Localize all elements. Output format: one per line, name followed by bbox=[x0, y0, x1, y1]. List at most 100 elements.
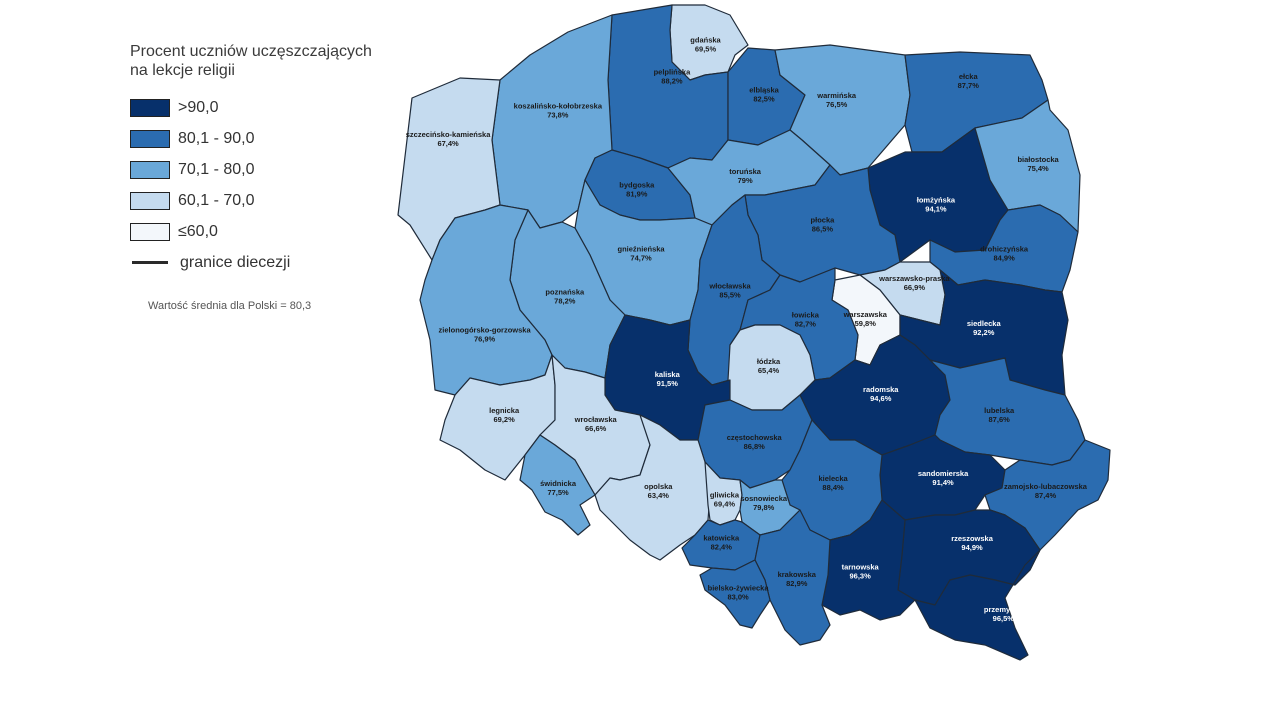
diocese-name-label: kielecka bbox=[818, 474, 848, 483]
legend-label: 80,1 - 90,0 bbox=[178, 129, 255, 147]
diocese-name-label: włocławska bbox=[708, 282, 751, 291]
diocese-value-label: 75,4% bbox=[1027, 164, 1049, 173]
legend-title-line1: Procent uczniów uczęszczających bbox=[130, 43, 372, 60]
diocese-value-label: 73,8% bbox=[547, 110, 569, 119]
diocese-name-label: szczecińsko-kamieńska bbox=[406, 130, 491, 139]
legend-swatch bbox=[130, 222, 170, 241]
diocese-value-label: 76,9% bbox=[474, 335, 496, 344]
legend-swatch bbox=[130, 191, 170, 210]
legend-label: granice diecezji bbox=[180, 253, 291, 271]
diocese-value-label: 82,7% bbox=[795, 319, 817, 328]
diocese-value-label: 74,7% bbox=[630, 253, 652, 262]
diocese-value-label: 59,8% bbox=[855, 319, 877, 328]
diocese-name-label: opolska bbox=[644, 482, 673, 491]
diocese-name-label: łomżyńska bbox=[917, 196, 956, 205]
diocese-region-białostocka bbox=[974, 99, 1081, 233]
diocese-value-label: 94,1% bbox=[925, 205, 947, 214]
diocese-name-label: legnicka bbox=[489, 406, 520, 415]
diocese-name-label: bielsko-żywiecka bbox=[708, 583, 770, 592]
diocese-value-label: 76,5% bbox=[826, 100, 848, 109]
diocese-name-label: warszawsko-praska bbox=[878, 274, 950, 283]
diocese-name-label: białostocka bbox=[1017, 155, 1059, 164]
diocese-value-label: 63,4% bbox=[648, 491, 670, 500]
diocese-name-label: lubelska bbox=[984, 406, 1015, 415]
diocese-value-label: 69,4% bbox=[714, 499, 736, 508]
diocese-regions bbox=[397, 4, 1111, 661]
diocese-name-label: gdańska bbox=[690, 35, 721, 44]
diocese-value-label: 94,9% bbox=[961, 543, 983, 552]
diocese-name-label: świdnicka bbox=[540, 479, 577, 488]
diocese-name-label: łódzka bbox=[757, 357, 781, 366]
diocese-value-label: 87,4% bbox=[1035, 491, 1057, 500]
diocese-name-label: gliwicka bbox=[710, 490, 740, 499]
diocese-value-label: 79% bbox=[738, 176, 753, 185]
diocese-name-label: elbląska bbox=[749, 85, 779, 94]
diocese-name-label: zamojsko-lubaczowska bbox=[1004, 482, 1088, 491]
diocese-value-label: 77,5% bbox=[547, 488, 569, 497]
diocese-region-bielsko-żywiecka bbox=[699, 559, 771, 629]
legend-swatch bbox=[130, 129, 170, 148]
diocese-region-gliwicka bbox=[704, 461, 743, 526]
diocese-value-label: 69,5% bbox=[695, 44, 717, 53]
diocese-value-label: 87,7% bbox=[958, 81, 980, 90]
diocese-region-świdnicka bbox=[519, 434, 596, 536]
legend-title-line2: na lekcje religii bbox=[130, 62, 235, 79]
diocese-value-label: 78,2% bbox=[554, 297, 576, 306]
diocese-value-label: 82,4% bbox=[711, 543, 733, 552]
diocese-name-label: tarnowska bbox=[842, 562, 880, 571]
average-note: Wartość średnia dla Polski = 80,3 bbox=[148, 300, 312, 312]
diocese-region-opolska bbox=[594, 414, 721, 561]
legend-label: 70,1 - 80,0 bbox=[178, 160, 255, 178]
diocese-name-label: łowicka bbox=[792, 310, 820, 319]
boundary-line-swatch bbox=[132, 261, 168, 264]
diocese-name-label: zielonogórsko-gorzowska bbox=[439, 326, 532, 335]
map-legend: Procent uczniów uczęszczających na lekcj… bbox=[130, 42, 420, 278]
diocese-value-label: 91,4% bbox=[932, 478, 954, 487]
diocese-value-label: 69,2% bbox=[493, 415, 515, 424]
diocese-value-label: 86,5% bbox=[812, 224, 834, 233]
diocese-value-label: 92,2% bbox=[973, 328, 995, 337]
diocese-name-label: gnieźnieńska bbox=[618, 244, 666, 253]
diocese-name-label: sosnowiecka bbox=[740, 494, 788, 503]
legend-item-boundary: granice diecezji bbox=[130, 247, 420, 278]
diocese-value-label: 66,9% bbox=[904, 283, 926, 292]
legend-item-class-3: 70,1 - 80,0 bbox=[130, 154, 420, 185]
diocese-value-label: 84,9% bbox=[993, 254, 1015, 263]
diocese-name-label: rzeszowska bbox=[951, 534, 994, 543]
diocese-value-label: 66,6% bbox=[585, 424, 607, 433]
legend-title: Procent uczniów uczęszczających na lekcj… bbox=[130, 42, 420, 80]
diocese-value-label: 83,0% bbox=[727, 592, 749, 601]
legend-item-class-1: >90,0 bbox=[130, 92, 420, 123]
diocese-value-label: 94,6% bbox=[870, 394, 892, 403]
diocese-value-label: 81,9% bbox=[626, 190, 648, 199]
diocese-value-label: 91,5% bbox=[657, 379, 679, 388]
diocese-name-label: siedlecka bbox=[967, 319, 1002, 328]
legend-item-class-4: 60,1 - 70,0 bbox=[130, 185, 420, 216]
legend-label: >90,0 bbox=[178, 98, 219, 116]
diocese-value-label: 82,5% bbox=[753, 94, 775, 103]
diocese-name-label: ełcka bbox=[959, 72, 979, 81]
diocese-name-label: częstochowska bbox=[727, 433, 783, 442]
diocese-name-label: radomska bbox=[863, 385, 899, 394]
legend-label: ≤60,0 bbox=[178, 222, 218, 240]
diocese-value-label: 88,2% bbox=[661, 77, 683, 86]
diocese-name-label: poznańska bbox=[545, 288, 585, 297]
diocese-value-label: 86,8% bbox=[744, 442, 766, 451]
diocese-value-label: 79,8% bbox=[753, 503, 775, 512]
diocese-name-label: sandomierska bbox=[918, 469, 969, 478]
diocese-value-label: 65,4% bbox=[758, 366, 780, 375]
diocese-value-label: 87,6% bbox=[989, 415, 1011, 424]
diocese-name-label: warszawska bbox=[843, 310, 888, 319]
diocese-name-label: bydgoska bbox=[619, 181, 655, 190]
diocese-value-label: 82,9% bbox=[786, 579, 808, 588]
diocese-value-label: 96,5% bbox=[993, 614, 1015, 623]
diocese-name-label: przemyska bbox=[984, 605, 1024, 614]
diocese-value-label: 67,4% bbox=[437, 139, 459, 148]
diocese-region-przemyska bbox=[914, 549, 1041, 661]
diocese-name-label: wrocławska bbox=[574, 415, 618, 424]
diocese-name-label: krakowska bbox=[778, 570, 817, 579]
diocese-value-label: 96,3% bbox=[850, 571, 872, 580]
diocese-name-label: pelplińska bbox=[654, 68, 692, 77]
